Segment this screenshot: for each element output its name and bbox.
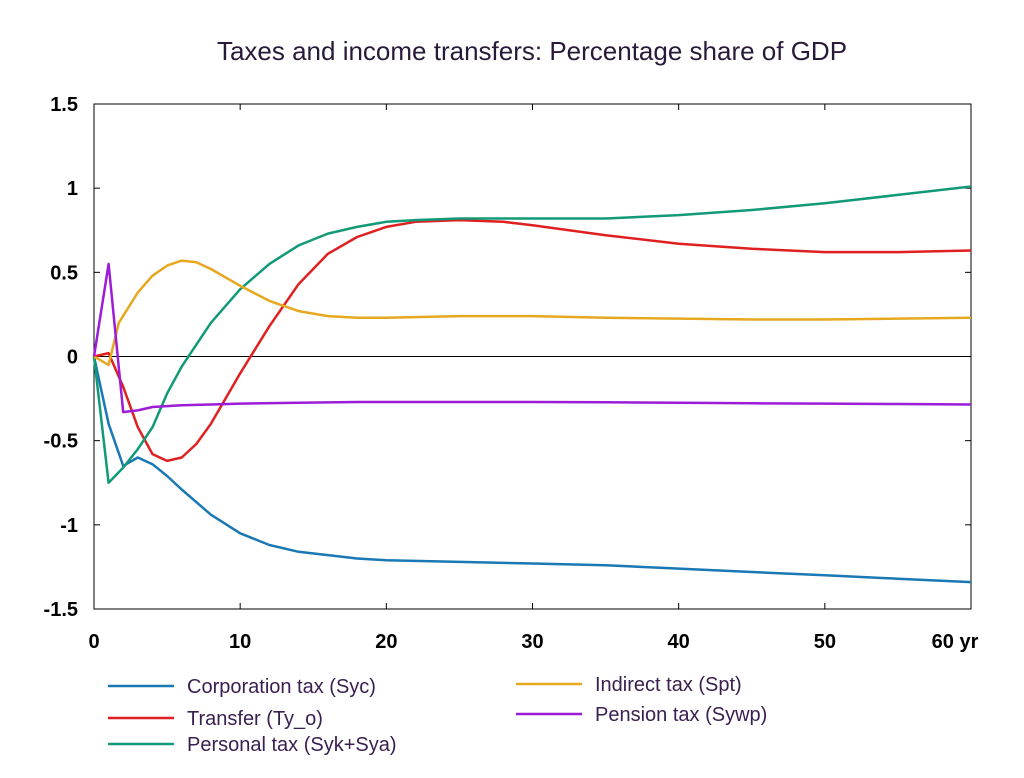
y-tick-label: 0.5 — [50, 262, 78, 284]
x-tick-label: 50 — [814, 631, 836, 653]
x-tick-label: 10 — [229, 631, 251, 653]
y-tick-label: 0 — [67, 347, 78, 369]
y-tick-label: -1 — [60, 515, 78, 537]
series-line — [92, 185, 972, 485]
series-line — [93, 218, 972, 463]
series-lines — [92, 185, 972, 584]
axes: 1.5 1 0.5 0 -0.5 -1 -1.5 0 10 20 30 40 50 60 yr — [44, 94, 979, 653]
chart-title: Taxes and income transfers: Percentage s… — [217, 36, 847, 66]
x-tick-label: 0 — [88, 631, 99, 653]
legend-label: Transfer (Ty_o) — [187, 708, 323, 730]
y-tick-label: -1.5 — [44, 599, 78, 621]
y-tick-label: 1 — [67, 178, 78, 200]
legend-label: Indirect tax (Spt) — [595, 674, 742, 696]
series-line — [92, 262, 972, 414]
y-tick-label: 1.5 — [50, 94, 78, 116]
legend-label: Pension tax (Sywp) — [595, 704, 767, 726]
x-tick-label: 30 — [521, 631, 543, 653]
series-line — [93, 259, 972, 367]
legend: Corporation tax (Syc) Transfer (Ty_o) Pers… — [108, 674, 767, 756]
legend-label: Personal tax (Syk+Sya) — [187, 734, 397, 756]
x-tick-label: 20 — [375, 631, 397, 653]
series-line — [92, 356, 972, 584]
x-tick-label: 60 yr — [932, 631, 979, 653]
y-tick-label: -0.5 — [44, 431, 78, 453]
legend-label: Corporation tax (Syc) — [187, 676, 376, 698]
x-tick-label: 40 — [668, 631, 690, 653]
